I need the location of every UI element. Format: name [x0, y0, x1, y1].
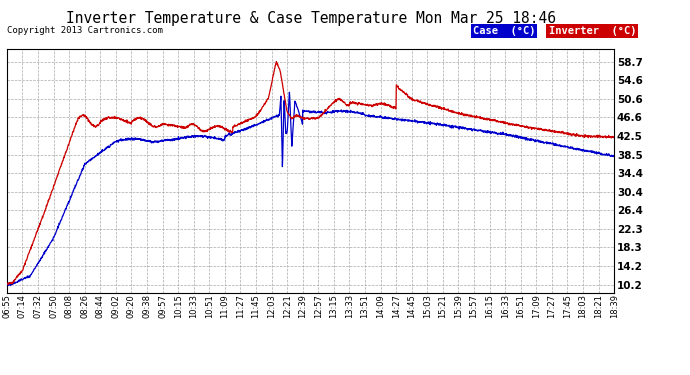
Text: Case  (°C): Case (°C) — [473, 26, 535, 36]
Text: Copyright 2013 Cartronics.com: Copyright 2013 Cartronics.com — [7, 26, 163, 35]
Text: Inverter  (°C): Inverter (°C) — [549, 26, 636, 36]
Text: Inverter Temperature & Case Temperature Mon Mar 25 18:46: Inverter Temperature & Case Temperature … — [66, 11, 555, 26]
